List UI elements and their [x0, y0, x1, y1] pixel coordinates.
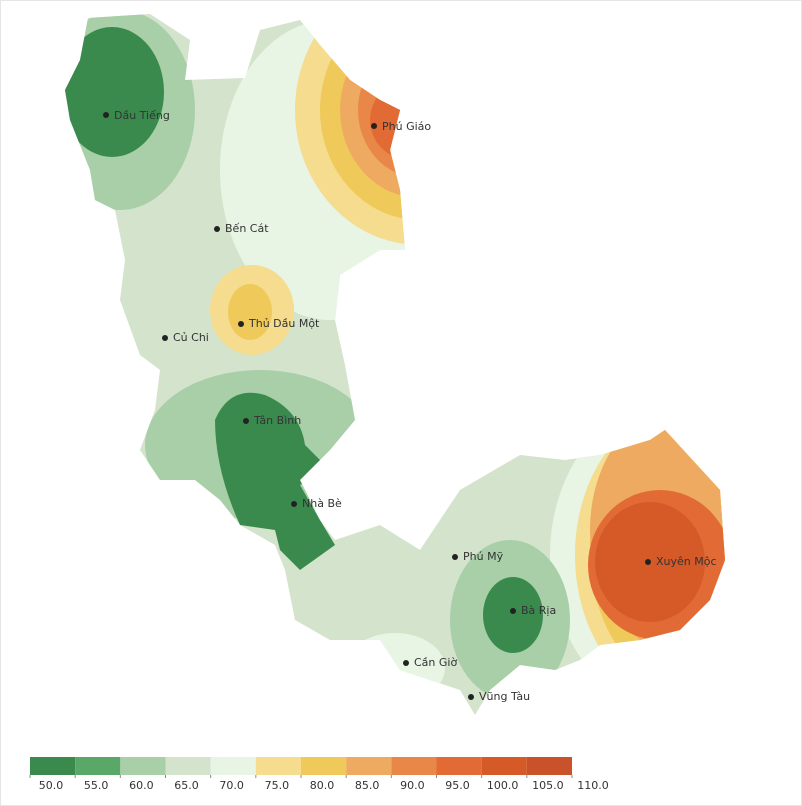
legend-tick-label: 50.0 — [39, 779, 64, 792]
place-label: Cần Giờ — [414, 656, 457, 669]
legend-tick-label: 75.0 — [265, 779, 290, 792]
place: Bà Rịa — [510, 604, 556, 617]
place: Vũng Tàu — [468, 690, 530, 703]
place-label: Bến Cát — [225, 222, 269, 235]
legend-swatch — [210, 757, 256, 775]
legend-tick-label: 80.0 — [310, 779, 335, 792]
legend-swatch — [526, 757, 572, 775]
legend-swatch — [346, 757, 392, 775]
legend-tick-label: 95.0 — [445, 779, 470, 792]
place: Phú Mỹ — [452, 550, 504, 563]
legend-tick-label: 60.0 — [129, 779, 154, 792]
legend-swatch — [301, 757, 347, 775]
legend-swatch — [255, 757, 301, 775]
place-label: Nhà Bè — [302, 497, 342, 510]
place-label: Vũng Tàu — [479, 690, 530, 703]
place: Củ Chi — [162, 331, 209, 344]
legend-tick-label: 105.0 — [532, 779, 564, 792]
place: Thủ Dầu Một — [238, 317, 320, 330]
legend-swatch — [165, 757, 211, 775]
legend-swatch — [30, 757, 76, 775]
place: Cần Giờ — [403, 656, 457, 669]
place-label: Tân Bình — [253, 414, 301, 427]
place-label: Phú Giáo — [382, 120, 431, 133]
legend-tick-label: 70.0 — [219, 779, 244, 792]
place: Phú Giáo — [371, 120, 431, 133]
place: Tân Bình — [243, 414, 301, 427]
legend-tick-label: 110.0 — [577, 779, 609, 792]
legend: 50.0 55.0 60.0 65.0 70.0 75.0 80.0 85.0 90.0 95.0… — [29, 757, 609, 792]
place-label: Dầu Tiếng — [114, 109, 170, 122]
place-label: Thủ Dầu Một — [248, 317, 320, 330]
legend-swatch — [75, 757, 121, 775]
legend-swatch — [481, 757, 527, 775]
place: Xuyên Mộc — [645, 555, 717, 568]
place-label: Phú Mỹ — [463, 550, 504, 563]
place-label: Bà Rịa — [521, 604, 556, 617]
place-label: Củ Chi — [173, 331, 209, 344]
legend-tick-label: 90.0 — [400, 779, 425, 792]
place: Dầu Tiếng — [103, 109, 170, 122]
legend-tick-label: 65.0 — [174, 779, 199, 792]
place-label: Xuyên Mộc — [656, 555, 717, 568]
legend-tick-label: 85.0 — [355, 779, 380, 792]
place: Bến Cát — [214, 222, 269, 235]
legend-tick-label: 100.0 — [487, 779, 519, 792]
place: Nhà Bè — [291, 497, 342, 510]
places: Dầu Tiếng Phú Giáo Bến Cát Thủ Dầu Một C… — [103, 109, 717, 703]
legend-swatch — [436, 757, 482, 775]
legend-swatch — [120, 757, 166, 775]
legend-tick-label: 55.0 — [84, 779, 109, 792]
legend-swatch — [391, 757, 437, 775]
